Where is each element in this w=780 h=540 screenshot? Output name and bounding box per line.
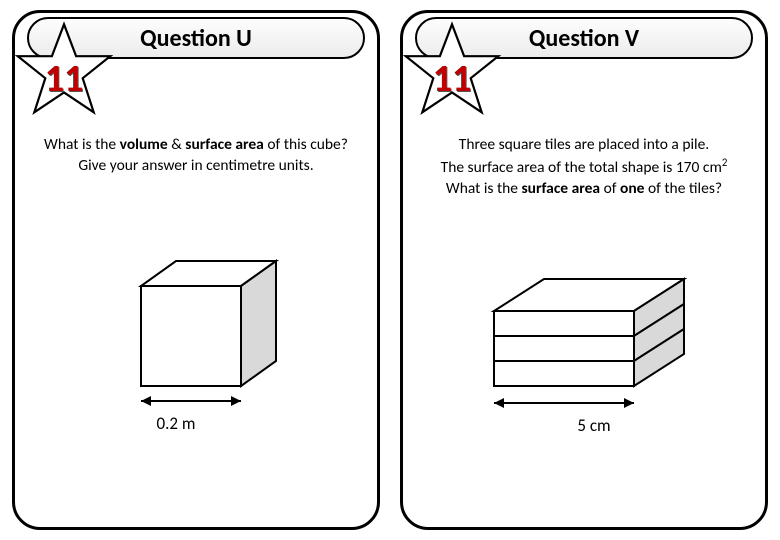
card-title: Question V — [529, 24, 639, 53]
figure-cube — [15, 251, 377, 431]
star-number: 11 — [397, 56, 507, 102]
card-title: Question U — [140, 24, 252, 53]
star-number: 11 — [9, 56, 119, 102]
dimension-label: 5 cm — [403, 415, 765, 436]
star-badge: 11 — [397, 21, 507, 131]
question-card-u: Question U 11 What is the volume & surfa… — [12, 10, 380, 530]
dimension-label: 0.2 m — [15, 413, 377, 434]
question-card-v: Question V 11 Three square tiles are pla… — [400, 10, 768, 530]
question-text: What is the volume & surface area of thi… — [25, 135, 367, 177]
cube-svg — [106, 251, 286, 431]
question-text: Three square tiles are placed into a pil… — [413, 135, 755, 200]
star-badge: 11 — [9, 21, 119, 131]
